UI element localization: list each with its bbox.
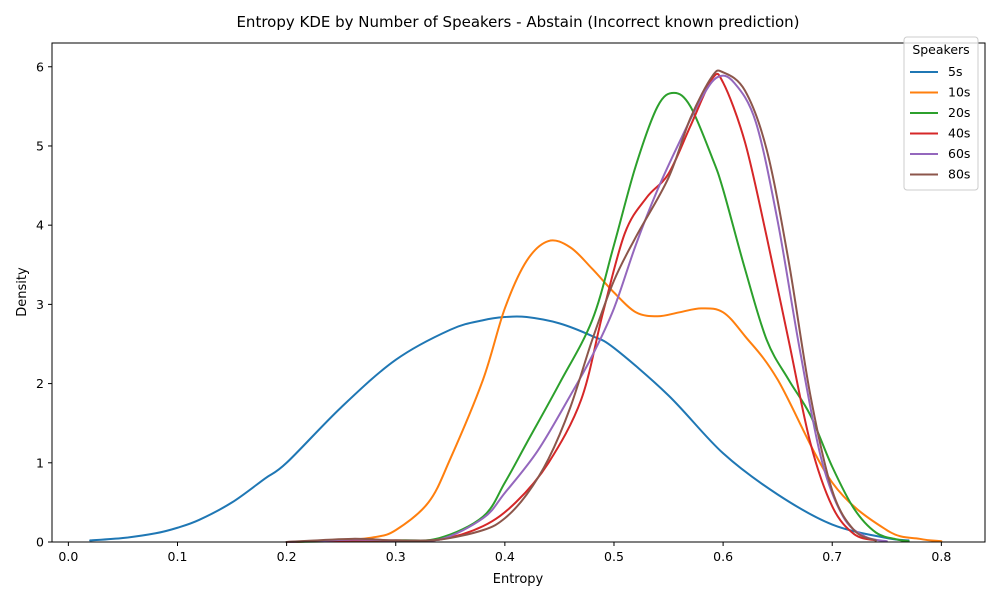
x-tick-label: 0.3 bbox=[386, 549, 406, 564]
series-line-20s bbox=[285, 91, 910, 543]
legend-label-60s: 60s bbox=[948, 146, 970, 161]
legend-label-10s: 10s bbox=[948, 85, 970, 100]
x-tick-label: 0.6 bbox=[713, 549, 733, 564]
legend-box bbox=[903, 36, 979, 191]
x-axis-label: Entropy bbox=[493, 572, 544, 587]
x-tick-label: 0.1 bbox=[168, 549, 188, 564]
series-line-60s bbox=[285, 74, 888, 543]
y-tick-label: 6 bbox=[36, 59, 44, 74]
y-tick-label: 0 bbox=[36, 535, 44, 550]
legend-label-20s: 20s bbox=[948, 105, 970, 120]
x-tick-label: 0.2 bbox=[277, 549, 297, 564]
x-tick-label: 0.8 bbox=[931, 549, 951, 564]
series-line-40s bbox=[285, 72, 877, 543]
series-line-5s bbox=[89, 315, 910, 542]
y-tick-label: 1 bbox=[36, 455, 44, 470]
y-tick-label: 4 bbox=[36, 218, 44, 233]
chart-title: Entropy KDE by Number of Speakers - Abst… bbox=[236, 13, 799, 31]
axes-frame bbox=[51, 42, 986, 543]
series-curves bbox=[89, 69, 943, 543]
legend: Speakers 5s 10s 20s 40s 60s 80s bbox=[903, 36, 979, 191]
y-tick-label: 2 bbox=[36, 376, 44, 391]
x-tick-label: 0.5 bbox=[604, 549, 624, 564]
legend-label-5s: 5s bbox=[948, 64, 962, 79]
legend-label-40s: 40s bbox=[948, 126, 970, 141]
series-line-80s bbox=[285, 69, 877, 543]
series-line-10s bbox=[285, 239, 943, 543]
legend-label-80s: 80s bbox=[948, 167, 970, 182]
y-tick-label: 3 bbox=[36, 297, 44, 312]
y-axis-label: Density bbox=[15, 267, 30, 317]
x-tick-label: 0.0 bbox=[58, 549, 78, 564]
legend-title: Speakers bbox=[912, 42, 969, 57]
x-tick-label: 0.7 bbox=[822, 549, 842, 564]
y-tick-label: 5 bbox=[36, 138, 44, 153]
y-axis-ticks: 0 1 2 3 4 5 6 bbox=[36, 59, 52, 550]
x-axis-ticks: 0.0 0.1 0.2 0.3 0.4 0.5 0.6 0.7 0.8 bbox=[58, 542, 951, 564]
legend-items: 5s 10s 20s 40s 60s 80s bbox=[910, 64, 970, 182]
x-tick-label: 0.4 bbox=[495, 549, 515, 564]
plot-area bbox=[51, 42, 986, 543]
